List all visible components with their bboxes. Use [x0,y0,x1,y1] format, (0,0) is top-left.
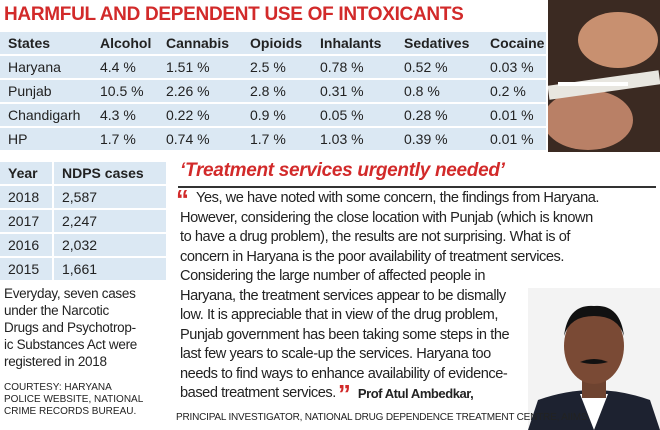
author: Prof Atul Ambedkar, [357,386,474,401]
row-bg [0,186,52,208]
courtesy-line: POLICE WEBSITE, NATIONAL [4,394,144,405]
row-bg [54,234,166,256]
table-cell: 2,587 [62,189,98,205]
table-cell: 2.8 % [250,83,286,99]
table-cell: 0.31 % [320,83,364,99]
table-cell: 4.4 % [100,59,136,75]
table-cell: 2017 [8,213,40,229]
rule [178,186,656,188]
table-cell: Haryana [8,59,61,75]
table-cell: 0.05 % [320,107,364,123]
table-cell: 2.26 % [166,83,210,99]
table-cell: Punjab [8,83,52,99]
table-cell: 0.22 % [166,107,210,123]
column-header: Year [8,165,38,181]
row-bg [54,162,166,184]
courtesy-line: CRIME RECORDS BUREAU. [4,406,137,417]
quote-line: Punjab government has been taking some s… [180,326,510,343]
table-cell: 0.39 % [404,131,448,147]
quote-line: needs to find ways to enhance availabili… [180,365,508,382]
table-cell: 0.74 % [166,131,210,147]
row-bg [0,162,52,184]
row-bg [54,258,166,280]
column-header: Cocaine [490,35,545,51]
table-cell: 0.2 % [490,83,526,99]
row-bg [0,80,546,102]
quote-line: Yes, we have noted with some concern, th… [196,190,600,206]
row-bg [0,56,546,78]
column-header: States [8,35,51,51]
quote-line: Haryana, the treatment services appear t… [180,287,506,304]
table-cell: 0.52 % [404,59,448,75]
table-cell: Chandigarh [8,107,81,123]
quote-line: based treatment services. [180,385,336,401]
portrait [528,288,660,430]
quote-heading: ‘Treatment services urgently needed’ [180,160,505,181]
table-cell: 2.5 % [250,59,286,75]
row-bg [0,258,52,280]
note-line: registered in 2018 [4,354,107,369]
quote-line: last few years to scale-up the services.… [180,346,491,362]
column-header: Sedatives [404,35,470,51]
quote-line: low. It is appreciable that in view of t… [180,307,498,323]
quote-line: concern in Haryana is the poor availabil… [180,248,564,265]
row-bg [0,104,546,126]
table-cell: 0.01 % [490,107,534,123]
column-header: NDPS cases [62,165,144,181]
note-line: under the Narcotic [4,303,109,318]
table-cell: 1,661 [62,261,98,277]
quote-line: to have a drug problem), the results are… [180,229,571,245]
table-cell: 2015 [8,261,40,277]
table-cell: 1.51 % [166,59,210,75]
drug-photo [548,0,660,152]
table-cell: 0.28 % [404,107,448,123]
column-header: Inhalants [320,35,382,51]
row-bg [0,128,546,150]
table-cell: 2,032 [62,237,98,253]
table-cell: 1.7 % [100,131,136,147]
table-cell: 2018 [8,189,40,205]
close-quote-mark: ” [337,379,351,409]
table-cell: 1.7 % [250,131,286,147]
table-cell: HP [8,131,28,147]
table-cell: 0.8 % [404,83,440,99]
table-cell: 0.78 % [320,59,364,75]
row-bg [54,210,166,232]
open-quote-mark: “ [176,184,189,214]
table-cell: 0.01 % [490,131,534,147]
table-cell: 10.5 % [100,83,144,99]
table-cell: 0.03 % [490,59,534,75]
column-header: Alcohol [100,35,152,51]
table-cell: 4.3 % [100,107,136,123]
quote-line: Considering the large number of affected… [180,268,485,284]
courtesy-line: COURTESY: HARYANA [4,382,112,393]
table-cell: 0.9 % [250,107,286,123]
note-line: ic Substances Act were [4,337,137,352]
row-bg [0,210,52,232]
quote-line: However, considering the close location … [180,209,593,226]
note-line: Drugs and Psychotrop- [4,320,136,335]
column-header: Opioids [250,35,303,51]
author-title: PRINCIPAL INVESTIGATOR, NATIONAL DRUG DE… [176,412,588,423]
table-cell: 2016 [8,237,40,253]
row-bg [54,186,166,208]
row-bg [0,234,52,256]
column-header: Cannabis [166,35,230,51]
table-cell: 2,247 [62,213,98,229]
row-bg [0,32,546,54]
table-cell: 1.03 % [320,131,364,147]
note-line: Everyday, seven cases [4,286,136,301]
title: HARMFUL AND DEPENDENT USE OF INTOXICANTS [4,4,464,25]
